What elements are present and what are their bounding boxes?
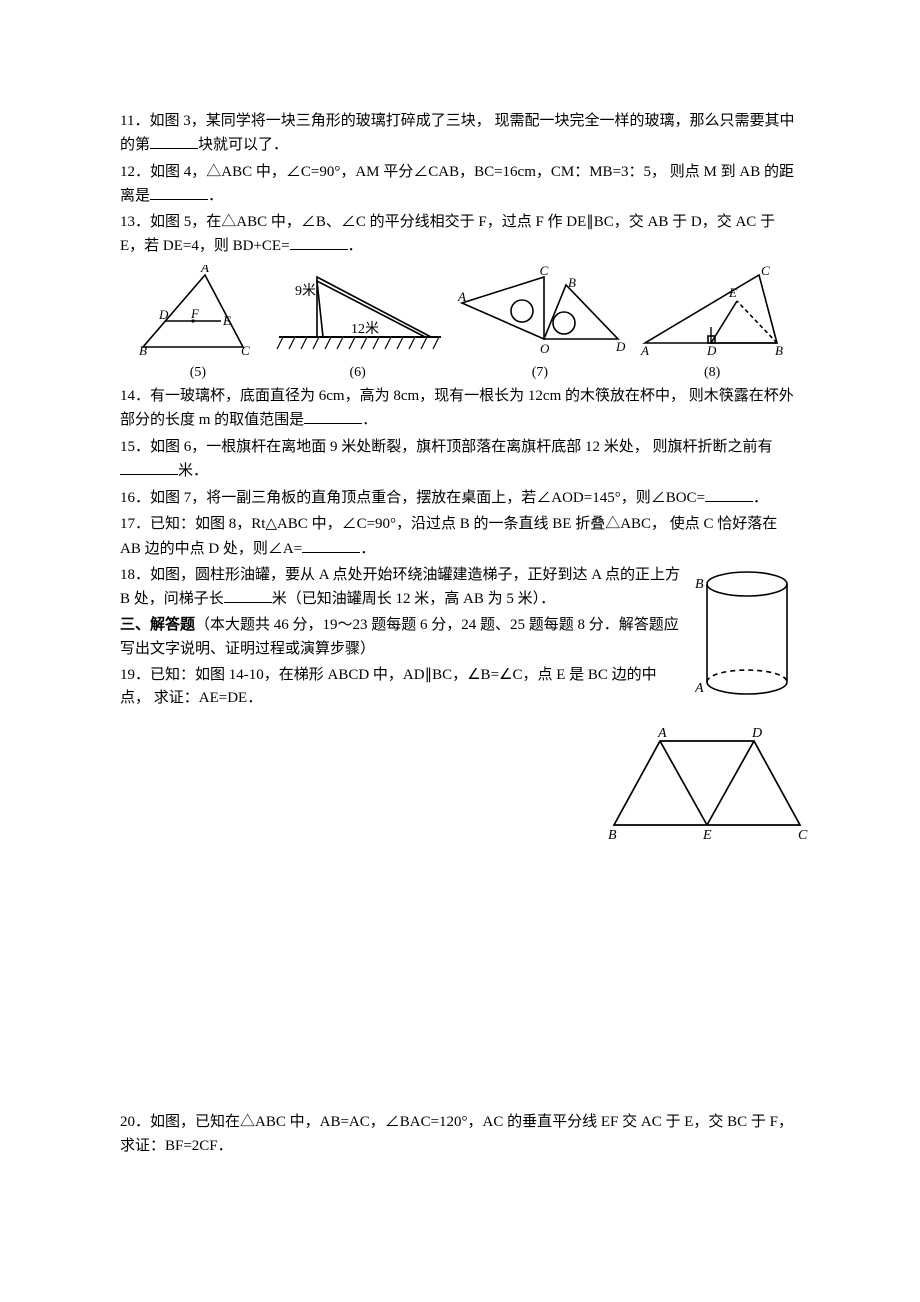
q16-num: 16． [120, 490, 150, 506]
cylinder-figure: A B [695, 564, 800, 704]
q14-a: 有一玻璃杯，底面直径为 6cm，高为 8cm，现有一根长为 12cm 的木筷放在… [120, 388, 794, 428]
figure-8: A B C D E (8) [637, 265, 787, 384]
q19-num: 19． [120, 667, 150, 683]
question-14: 14．有一玻璃杯，底面直径为 6cm，高为 8cm，现有一根长为 12cm 的木… [120, 385, 800, 433]
fig8-C: C [761, 265, 770, 278]
q12-b: ． [208, 188, 223, 204]
answer-space-19 [120, 841, 800, 1111]
figure-5-caption: (5) [133, 362, 263, 384]
fig5-C: C [241, 343, 250, 358]
section-3-tail: （本大题共 46 分，19～23 题每题 6 分，24 题、25 题每题 8 分… [120, 617, 679, 656]
cyl-B: B [695, 577, 704, 592]
fig8-B: B [775, 343, 783, 358]
fig6-nine: 9米 [295, 283, 316, 299]
q17-b: ． [360, 541, 375, 557]
q20-text: 如图，已知在△ABC 中，AB=AC，∠BAC=120°，AC 的垂直平分线 E… [120, 1114, 793, 1153]
q15-blank [120, 459, 178, 475]
q13-b: ． [348, 238, 363, 254]
section-3-head: 三、解答题 [120, 617, 195, 633]
q15-b: 米． [178, 463, 208, 479]
q11-b: 块就可以了． [198, 137, 288, 153]
cyl-A: A [695, 681, 704, 696]
question-16: 16．如图 7，将一副三角板的直角顶点重合，摆放在桌面上，若∠AOD=145°，… [120, 486, 800, 510]
figure-7-caption: (7) [452, 362, 627, 384]
figure-7-svg: A B C D O [452, 265, 627, 360]
question-17: 17．已知：如图 8，Rt△ABC 中，∠C=90°，沿过点 B 的一条直线 B… [120, 513, 800, 561]
q17-a: 已知：如图 8，Rt△ABC 中，∠C=90°，沿过点 B 的一条直线 BE 折… [120, 516, 777, 556]
fig7-B: B [568, 275, 576, 290]
q11-num: 11． [120, 113, 149, 129]
q18-num: 18． [120, 567, 150, 583]
question-15: 15．如图 6，一根旗杆在离地面 9 米处断裂，旗杆顶部落在离旗杆底部 12 米… [120, 436, 800, 484]
fig5-B: B [139, 343, 147, 358]
q12-num: 12． [120, 164, 150, 180]
q17-blank [302, 537, 360, 553]
fig7-C: C [540, 265, 549, 278]
page: 11．如图 3，某同学将一块三角形的玻璃打碎成了三块， 现需配一块完全一样的玻璃… [0, 0, 920, 1302]
fig5-A: A [200, 265, 209, 275]
q18-blank [224, 587, 272, 603]
question-12: 12．如图 4，△ABC 中，∠C=90°，AM 平分∠CAB，BC=16cm，… [120, 161, 800, 209]
q17-num: 17． [120, 516, 150, 532]
fig7-O: O [540, 341, 550, 356]
figure-6: 9米 12米 (6) [273, 265, 443, 384]
figure-6-caption: (6) [273, 362, 443, 384]
fig8-A: A [640, 343, 649, 358]
q13-num: 13． [120, 214, 150, 230]
trapezoid-figure: A D B C E [602, 721, 812, 841]
question-18: 18．如图，圆柱形油罐，要从 A 点处开始环绕油罐建造梯子，正好到达 A 点的正… [120, 564, 681, 612]
trap-E: E [702, 828, 712, 841]
trap-D: D [751, 726, 762, 741]
question-20: 20．如图，已知在△ABC 中，AB=AC，∠BAC=120°，AC 的垂直平分… [120, 1111, 800, 1158]
q12-blank [150, 184, 208, 200]
fig7-A: A [457, 289, 466, 304]
fig5-D: D [158, 307, 169, 322]
q13-blank [290, 234, 348, 250]
q15-a: 如图 6，一根旗杆在离地面 9 米处断裂，旗杆顶部落在离旗杆底部 12 米处， … [150, 439, 773, 455]
q19-text: 已知：如图 14-10，在梯形 ABCD 中，AD∥BC，∠B=∠C，点 E 是… [120, 667, 657, 706]
figure-6-svg: 9米 12米 [273, 265, 443, 360]
q20-num: 20． [120, 1114, 150, 1130]
q14-num: 14． [120, 388, 150, 404]
question-11: 11．如图 3，某同学将一块三角形的玻璃打碎成了三块， 现需配一块完全一样的玻璃… [120, 110, 800, 158]
figure-8-svg: A B C D E [637, 265, 787, 360]
fig8-E: E [728, 285, 737, 300]
trap-A: A [657, 726, 667, 741]
question-13: 13．如图 5，在△ABC 中，∠B、∠C 的平分线相交于 F，过点 F 作 D… [120, 211, 800, 259]
trap-B: B [608, 828, 617, 841]
figure-7: A B C D O (7) [452, 265, 627, 384]
trap-C: C [798, 828, 808, 841]
figure-5: A B C D E F (5) [133, 265, 263, 384]
q13-a: 如图 5，在△ABC 中，∠B、∠C 的平分线相交于 F，过点 F 作 DE∥B… [120, 214, 775, 254]
trapezoid-svg: A D B C E [602, 721, 812, 841]
q14-blank [304, 408, 362, 424]
q15-num: 15． [120, 439, 150, 455]
q11-blank [150, 133, 198, 149]
q14-b: ． [362, 412, 377, 428]
fig8-D: D [706, 343, 717, 358]
q16-a: 如图 7，将一副三角板的直角顶点重合，摆放在桌面上，若∠AOD=145°，则∠B… [150, 490, 705, 506]
fig6-twelve: 12米 [351, 321, 379, 337]
fig5-E: E [222, 313, 231, 328]
cylinder-svg: A B [695, 564, 800, 704]
fig7-D: D [615, 339, 626, 354]
q16-blank [705, 486, 753, 502]
figure-5-svg: A B C D E F [133, 265, 263, 360]
q18-b: 米（已知油罐周长 12 米，高 AB 为 5 米）． [272, 591, 555, 607]
fig5-F: F [190, 306, 200, 321]
q16-b: ． [753, 490, 768, 506]
figure-8-caption: (8) [637, 362, 787, 384]
figures-row: A B C D E F (5) [120, 265, 800, 384]
